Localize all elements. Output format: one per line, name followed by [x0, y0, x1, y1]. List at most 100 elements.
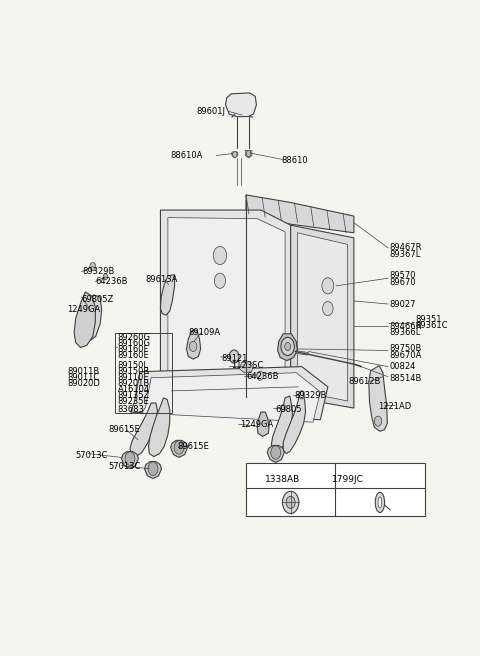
Polygon shape	[297, 233, 348, 401]
Ellipse shape	[378, 497, 382, 508]
Circle shape	[229, 350, 239, 363]
Text: 64236B: 64236B	[246, 372, 278, 381]
Text: 1249GA: 1249GA	[67, 305, 101, 314]
Polygon shape	[142, 373, 321, 422]
Text: 89351: 89351	[415, 315, 442, 323]
Text: 83683: 83683	[118, 405, 144, 414]
Circle shape	[286, 497, 295, 508]
Polygon shape	[170, 440, 188, 457]
Polygon shape	[74, 292, 96, 348]
Text: 89467R: 89467R	[389, 243, 422, 253]
Circle shape	[271, 446, 281, 459]
Text: 1123SC: 1123SC	[231, 361, 264, 370]
Text: 89361C: 89361C	[415, 321, 448, 330]
Text: 89110E: 89110E	[118, 373, 149, 382]
Polygon shape	[267, 445, 284, 462]
Text: 89670A: 89670A	[389, 350, 421, 359]
Text: 89121: 89121	[222, 354, 248, 363]
Polygon shape	[186, 330, 201, 359]
Text: 89329B: 89329B	[294, 392, 327, 400]
Polygon shape	[245, 150, 252, 158]
Text: 57013C: 57013C	[108, 462, 141, 471]
Text: 88610: 88610	[281, 156, 308, 165]
Circle shape	[246, 150, 251, 157]
Polygon shape	[121, 451, 138, 468]
Text: 89466R: 89466R	[389, 321, 422, 331]
Circle shape	[215, 273, 226, 289]
Text: 88610A: 88610A	[171, 151, 203, 160]
Text: 89109A: 89109A	[188, 328, 220, 337]
Circle shape	[233, 152, 237, 157]
Circle shape	[103, 274, 108, 279]
Text: 89615E: 89615E	[177, 442, 209, 451]
Polygon shape	[160, 275, 175, 315]
Text: 89027: 89027	[389, 300, 416, 308]
Text: 1249GA: 1249GA	[240, 420, 273, 429]
Text: 89160G: 89160G	[118, 339, 151, 348]
Polygon shape	[131, 367, 328, 420]
Text: 89150R: 89150R	[118, 367, 150, 376]
Text: 89612B: 89612B	[348, 377, 381, 386]
Text: 89613A: 89613A	[145, 276, 178, 284]
Text: A16104: A16104	[118, 385, 150, 394]
Polygon shape	[232, 152, 238, 158]
Polygon shape	[271, 396, 292, 453]
Circle shape	[190, 341, 197, 352]
Text: 89570: 89570	[389, 271, 416, 280]
Text: 64236B: 64236B	[96, 277, 128, 286]
Circle shape	[213, 247, 227, 264]
Polygon shape	[246, 195, 354, 233]
Circle shape	[125, 452, 135, 465]
Bar	[246, 462, 424, 516]
Text: 1799JC: 1799JC	[332, 475, 364, 483]
Circle shape	[281, 337, 294, 356]
Text: 00824: 00824	[389, 362, 416, 371]
Polygon shape	[296, 350, 309, 355]
Text: 89160E: 89160E	[118, 351, 149, 360]
Text: 89160F: 89160F	[118, 345, 149, 354]
Polygon shape	[240, 361, 253, 373]
Polygon shape	[290, 225, 354, 408]
Polygon shape	[277, 334, 297, 361]
Circle shape	[90, 262, 96, 271]
Circle shape	[322, 277, 334, 294]
Circle shape	[323, 302, 333, 316]
Text: 89020D: 89020D	[67, 379, 100, 388]
Text: 1338AB: 1338AB	[265, 475, 300, 483]
Polygon shape	[148, 398, 170, 457]
Circle shape	[257, 371, 264, 380]
Polygon shape	[257, 412, 269, 436]
Text: 89367L: 89367L	[389, 250, 420, 259]
Text: 89601J: 89601J	[196, 107, 226, 116]
Text: 88514B: 88514B	[389, 374, 421, 382]
Text: 57013C: 57013C	[75, 451, 107, 460]
Text: 89135Z: 89135Z	[118, 392, 150, 400]
Circle shape	[374, 416, 382, 426]
Polygon shape	[144, 462, 161, 479]
Polygon shape	[130, 403, 157, 457]
Polygon shape	[168, 218, 285, 398]
Text: 89011C: 89011C	[67, 373, 100, 382]
Polygon shape	[84, 295, 102, 340]
Circle shape	[174, 441, 184, 454]
Text: 89150L: 89150L	[118, 361, 149, 370]
Text: 89329B: 89329B	[83, 267, 115, 276]
Text: 69805Z: 69805Z	[82, 295, 114, 304]
Text: 1221AD: 1221AD	[378, 401, 411, 411]
Text: 89615E: 89615E	[108, 425, 140, 434]
Polygon shape	[283, 391, 305, 453]
Circle shape	[148, 462, 158, 476]
Circle shape	[299, 391, 305, 399]
Text: 89260G: 89260G	[118, 333, 151, 342]
Text: 89670: 89670	[389, 277, 416, 287]
Text: 69805: 69805	[275, 405, 301, 414]
Text: 89201B: 89201B	[118, 379, 150, 388]
Bar	[115, 333, 172, 413]
Polygon shape	[226, 93, 256, 117]
Text: 89235E: 89235E	[118, 398, 149, 407]
Ellipse shape	[375, 492, 384, 512]
Polygon shape	[369, 365, 387, 431]
Circle shape	[282, 491, 299, 514]
Text: 89366L: 89366L	[389, 328, 420, 337]
Circle shape	[285, 342, 290, 350]
